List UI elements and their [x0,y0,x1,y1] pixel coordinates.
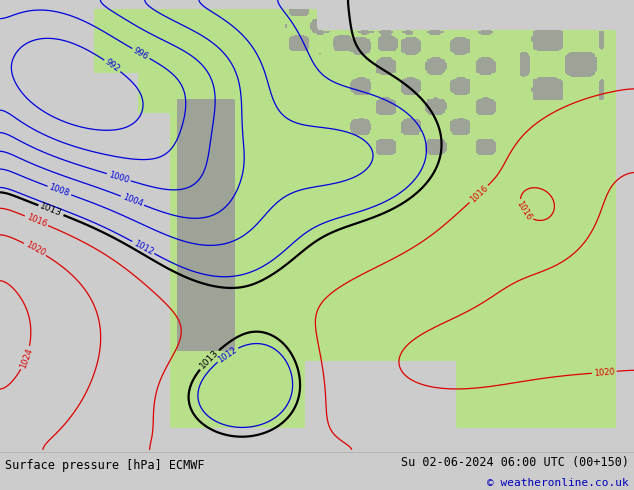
Text: 1016: 1016 [25,213,48,229]
Text: 1012: 1012 [216,345,238,364]
Text: 1013: 1013 [198,348,221,371]
Text: 1004: 1004 [121,193,144,209]
Text: 996: 996 [132,46,150,61]
Text: 1016: 1016 [468,184,489,204]
Text: Surface pressure [hPa] ECMWF: Surface pressure [hPa] ECMWF [5,459,205,471]
Text: 1016: 1016 [514,199,533,222]
Text: © weatheronline.co.uk: © weatheronline.co.uk [487,478,629,488]
Text: 1020: 1020 [593,367,615,378]
Text: 1000: 1000 [107,170,130,185]
Text: 992: 992 [103,57,121,74]
Text: 1024: 1024 [18,346,34,369]
Text: 1013: 1013 [39,202,63,219]
Text: Su 02-06-2024 06:00 UTC (00+150): Su 02-06-2024 06:00 UTC (00+150) [401,456,629,469]
Text: 1020: 1020 [23,240,46,258]
Text: 1008: 1008 [48,183,71,198]
Text: 1012: 1012 [132,239,155,256]
